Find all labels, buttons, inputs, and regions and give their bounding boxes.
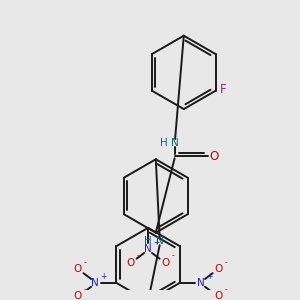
Text: O: O (127, 258, 135, 268)
Text: -: - (224, 258, 227, 267)
Text: -: - (224, 285, 227, 294)
Text: +: + (100, 272, 106, 280)
Text: +: + (153, 238, 159, 247)
Text: N: N (156, 236, 164, 246)
Text: +: + (206, 272, 212, 280)
Text: -: - (83, 285, 86, 294)
Text: O: O (74, 264, 82, 274)
Text: N: N (171, 138, 179, 148)
Text: N: N (91, 278, 99, 288)
Text: O: O (161, 258, 169, 268)
Text: O: O (214, 264, 223, 274)
Text: H: H (160, 138, 167, 148)
Text: N: N (197, 278, 205, 288)
Text: N: N (144, 244, 152, 254)
Text: H: H (144, 236, 152, 246)
Text: -: - (136, 251, 139, 260)
Text: -: - (171, 251, 174, 260)
Text: O: O (74, 291, 82, 300)
Text: F: F (219, 83, 226, 96)
Text: O: O (214, 291, 223, 300)
Text: O: O (210, 150, 219, 163)
Text: -: - (83, 258, 86, 267)
